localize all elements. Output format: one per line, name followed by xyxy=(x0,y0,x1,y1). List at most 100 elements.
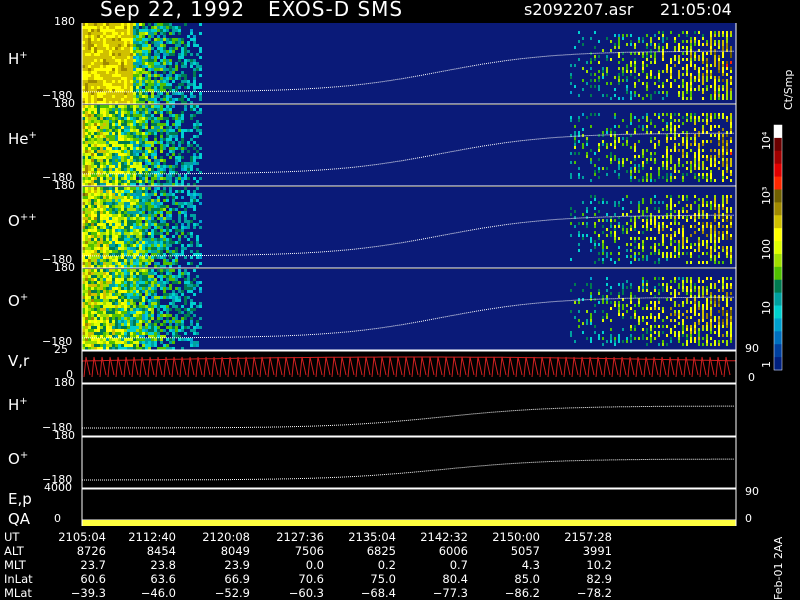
pixel xyxy=(91,171,94,174)
pixel xyxy=(121,247,124,250)
pixel xyxy=(578,94,580,97)
pixel xyxy=(127,153,130,156)
pixel xyxy=(187,162,190,165)
pixel xyxy=(686,155,688,158)
pixel xyxy=(124,44,127,47)
pixel xyxy=(184,208,187,211)
pixel xyxy=(88,86,91,89)
pixel xyxy=(115,41,118,44)
pixel xyxy=(622,137,624,140)
pixel xyxy=(115,129,118,132)
pixel xyxy=(133,275,136,278)
pixel xyxy=(136,86,139,89)
pixel xyxy=(118,265,121,268)
pixel xyxy=(136,193,139,196)
pixel xyxy=(175,190,178,193)
pixel xyxy=(106,138,109,141)
pixel xyxy=(115,232,118,235)
pixel xyxy=(698,164,700,167)
pixel xyxy=(662,37,664,40)
pixel xyxy=(722,173,724,176)
pixel xyxy=(133,265,136,268)
pixel xyxy=(172,193,175,196)
pixel xyxy=(94,344,97,347)
pixel xyxy=(133,205,136,208)
pixel xyxy=(127,250,130,253)
pixel xyxy=(178,120,181,123)
pixel xyxy=(726,119,728,122)
pixel xyxy=(570,134,572,137)
pixel xyxy=(157,44,160,47)
pixel xyxy=(622,225,624,228)
pixel xyxy=(97,244,100,247)
pixel xyxy=(702,58,704,61)
pixel xyxy=(642,155,644,158)
pixel xyxy=(148,344,151,347)
pixel xyxy=(730,152,732,155)
pixel xyxy=(121,320,124,323)
pixel xyxy=(722,88,724,91)
pixel xyxy=(106,275,109,278)
pixel xyxy=(178,98,181,101)
pixel xyxy=(682,131,684,134)
pixel xyxy=(82,250,85,253)
pixel xyxy=(730,128,732,131)
pixel xyxy=(121,174,124,177)
pixel xyxy=(130,62,133,65)
pixel xyxy=(718,134,720,137)
pixel xyxy=(682,73,684,76)
pixel xyxy=(88,244,91,247)
pixel xyxy=(199,65,202,68)
pixel xyxy=(598,79,600,82)
pixel xyxy=(142,159,145,162)
pixel xyxy=(726,94,728,97)
pixel xyxy=(178,77,181,80)
pixel xyxy=(124,156,127,159)
pixel xyxy=(650,228,652,231)
pixel xyxy=(706,246,708,249)
pixel xyxy=(112,117,115,120)
pixel xyxy=(148,83,151,86)
pixel xyxy=(115,329,118,332)
pixel xyxy=(121,183,124,186)
pixel xyxy=(106,284,109,287)
pixel xyxy=(121,105,124,108)
pixel xyxy=(97,23,100,26)
pixel xyxy=(193,217,196,220)
pixel xyxy=(121,138,124,141)
pixel xyxy=(694,167,696,170)
pixel xyxy=(154,29,157,32)
pixel xyxy=(148,108,151,111)
pixel xyxy=(594,298,596,301)
pixel xyxy=(618,125,620,128)
pixel xyxy=(193,329,196,332)
pixel xyxy=(127,108,130,111)
pixel xyxy=(199,256,202,259)
pixel xyxy=(172,302,175,305)
pixel xyxy=(642,116,644,119)
pixel xyxy=(175,26,178,29)
pixel xyxy=(626,170,628,173)
pixel xyxy=(142,114,145,117)
pixel xyxy=(136,272,139,275)
pixel xyxy=(91,174,94,177)
pixel xyxy=(602,76,604,79)
pixel xyxy=(181,101,184,104)
pixel xyxy=(694,79,696,82)
pixel xyxy=(654,179,656,182)
pixel xyxy=(142,235,145,238)
pixel xyxy=(115,111,118,114)
pixel xyxy=(121,89,124,92)
pixel xyxy=(142,284,145,287)
pixel xyxy=(196,123,199,126)
pixel xyxy=(148,32,151,35)
pixel xyxy=(100,214,103,217)
pixel xyxy=(726,34,728,37)
pixel xyxy=(157,335,160,338)
pixel xyxy=(160,305,163,308)
pixel xyxy=(638,258,640,261)
pixel xyxy=(100,35,103,38)
pixel xyxy=(190,65,193,68)
pixel xyxy=(157,326,160,329)
pixel xyxy=(139,159,142,162)
